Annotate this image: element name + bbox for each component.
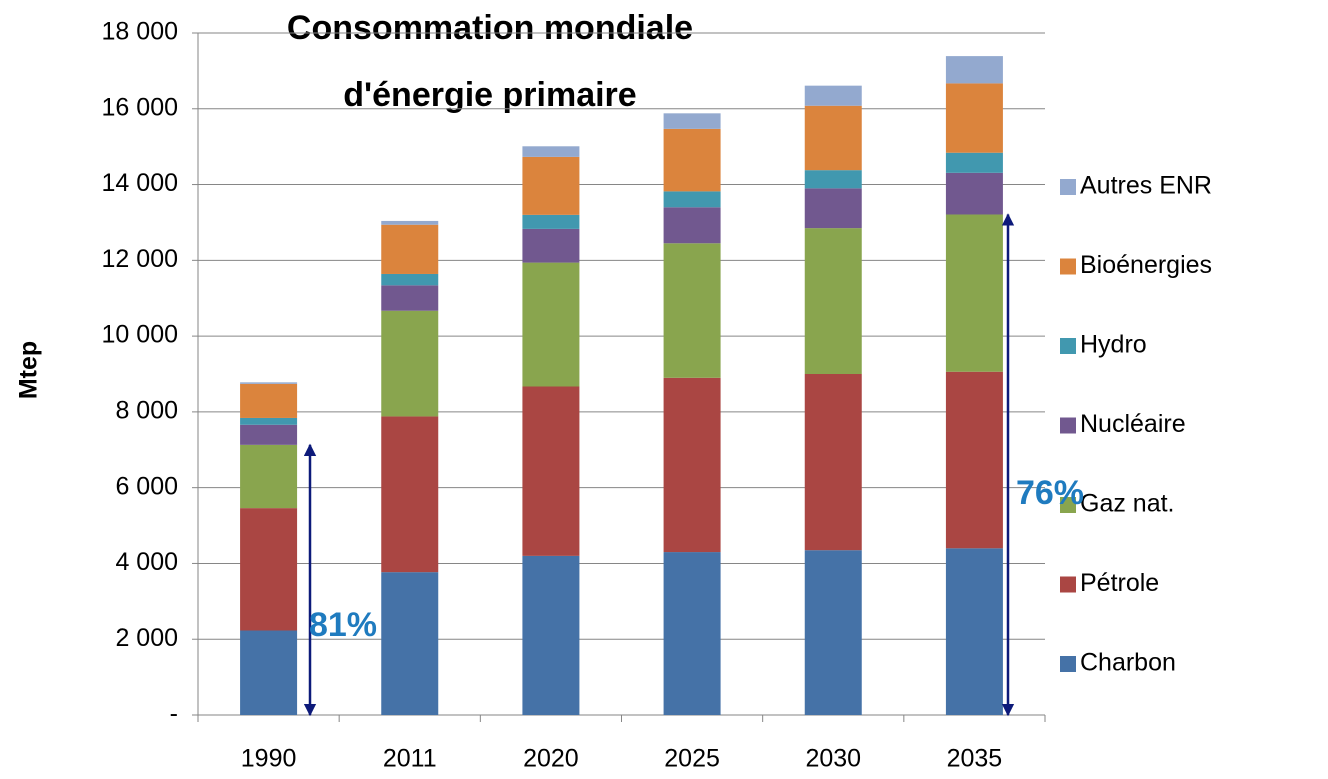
bar-segment xyxy=(804,550,862,715)
bar-segment xyxy=(663,128,721,192)
legend-label: Charbon xyxy=(1080,649,1176,677)
y-tick-label: 10 000 xyxy=(102,321,178,349)
legend-label: Nucléaire xyxy=(1080,410,1186,438)
y-tick-label: 6 000 xyxy=(115,472,178,500)
y-tick-label: 18 000 xyxy=(102,18,178,46)
bar-segment xyxy=(381,220,439,225)
legend-swatch xyxy=(1060,258,1076,275)
bar-segment xyxy=(945,371,1003,549)
bar-segment xyxy=(522,156,580,215)
bar-segment xyxy=(240,508,298,631)
y-tick-label: 12 000 xyxy=(102,245,178,273)
y-tick-label: 4 000 xyxy=(115,548,178,576)
bar-segment xyxy=(240,424,298,445)
bar-segment xyxy=(240,630,298,715)
y-tick-label: 16 000 xyxy=(102,93,178,121)
bar-segment xyxy=(522,214,580,229)
y-axis-label: Mtep xyxy=(15,341,43,399)
legend-label: Pétrole xyxy=(1080,569,1159,597)
bar-segment xyxy=(381,273,439,286)
bar-segment xyxy=(240,383,298,418)
x-tick-label: 2020 xyxy=(523,745,579,773)
y-tick-label: 2 000 xyxy=(115,624,178,652)
legend-swatch xyxy=(1060,656,1076,672)
bar-segment xyxy=(381,310,439,417)
chart-title: d'énergie primaire xyxy=(343,76,636,114)
bar-segment xyxy=(945,83,1003,153)
x-tick-label: 2011 xyxy=(383,745,437,773)
bar-segment xyxy=(663,207,721,244)
legend-swatch xyxy=(1060,497,1076,513)
y-tick-label: 14 000 xyxy=(102,169,178,197)
bar-segment xyxy=(804,188,862,229)
x-tick-label: 2030 xyxy=(805,745,861,773)
y-tick-label: 8 000 xyxy=(115,396,178,424)
bar-segment xyxy=(804,170,862,189)
bar-segment xyxy=(381,416,439,573)
bar-segment xyxy=(381,224,439,274)
bar-segment xyxy=(804,374,862,551)
legend-swatch xyxy=(1060,576,1076,593)
x-tick-label: 1990 xyxy=(241,745,297,773)
legend-swatch xyxy=(1060,338,1076,354)
bar-segment xyxy=(240,417,298,425)
bar-segment xyxy=(522,228,580,263)
legend-label: Gaz nat. xyxy=(1080,490,1175,518)
bar-segment xyxy=(663,552,721,715)
legend-swatch xyxy=(1060,417,1076,434)
x-tick-label: 2035 xyxy=(947,745,1003,773)
bar-segment xyxy=(381,572,439,715)
bar-segment xyxy=(522,146,580,157)
x-tick-label: 2025 xyxy=(664,745,720,773)
bar-segment xyxy=(663,377,721,553)
bar-segment xyxy=(381,285,439,311)
annotation: 76% xyxy=(1016,474,1084,512)
bar-segment xyxy=(804,228,862,374)
bar-segment xyxy=(663,113,721,129)
bar-segment xyxy=(663,243,721,378)
bar-segment xyxy=(522,386,580,556)
bar-segment xyxy=(240,444,298,509)
legend-label: Autres ENR xyxy=(1080,172,1212,200)
bar-segment xyxy=(663,191,721,208)
bar-segment xyxy=(945,56,1003,84)
legend-label: Hydro xyxy=(1080,331,1147,359)
legend-label: Bioénergies xyxy=(1080,251,1212,279)
bar-segment xyxy=(945,548,1003,715)
bar-segment xyxy=(945,214,1003,372)
bar-segment xyxy=(240,382,298,384)
annotation: 81% xyxy=(309,606,377,644)
bar-segment xyxy=(945,152,1003,173)
y-tick-label: - xyxy=(170,700,178,728)
bar-segment xyxy=(804,105,862,171)
chart-title: Consommation mondiale xyxy=(287,9,693,47)
bar-segment xyxy=(945,172,1003,215)
bar-segment xyxy=(522,555,580,715)
bar-segment xyxy=(522,262,580,387)
legend-swatch xyxy=(1060,179,1076,195)
bar-segment xyxy=(804,85,862,106)
